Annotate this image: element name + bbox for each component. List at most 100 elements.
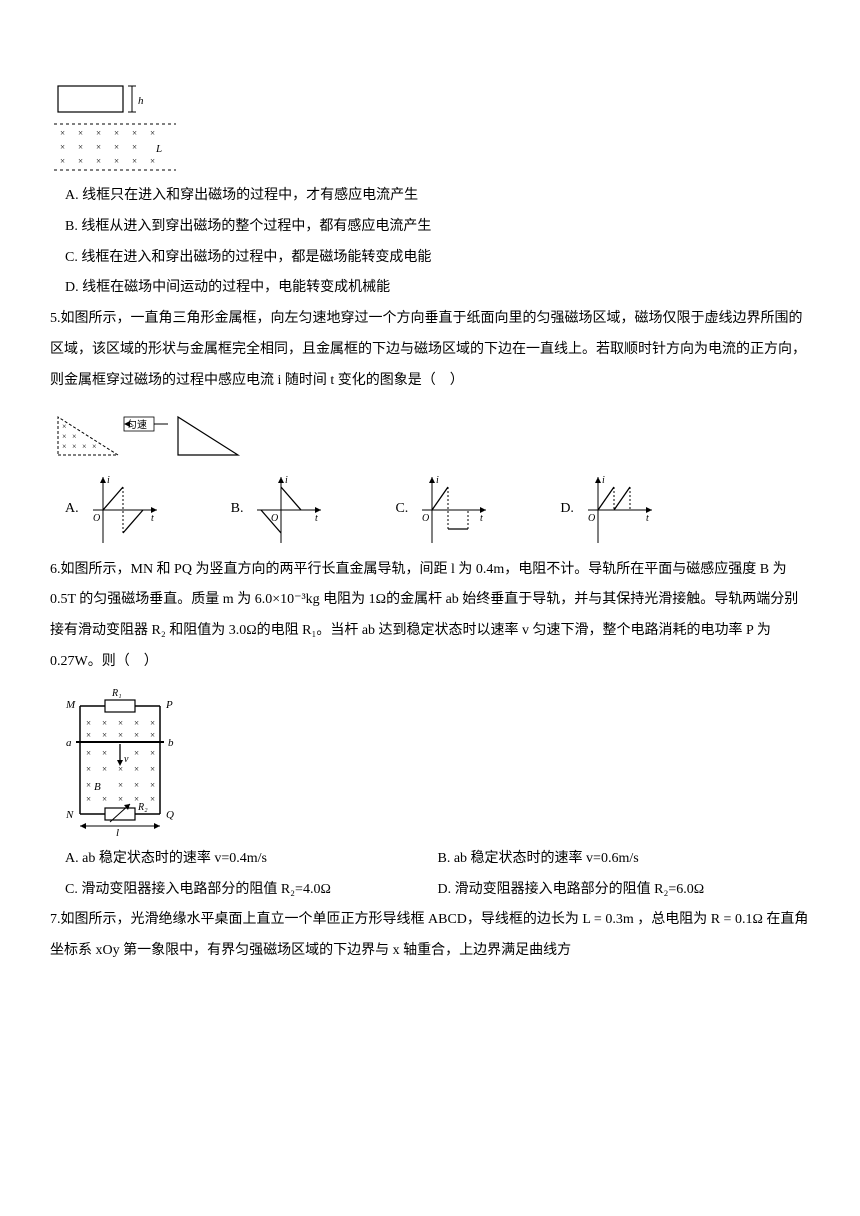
q6-optB: B. ab 稳定状态时的速率 v=0.6m/s (438, 844, 811, 875)
svg-text:O: O (93, 513, 100, 524)
q4-optB: B. 线框从进入到穿出磁场的整个过程中，都有感应电流产生 (50, 212, 810, 243)
h-label: h (138, 95, 144, 107)
svg-text:Q: Q (166, 809, 174, 821)
svg-text:×: × (62, 422, 67, 431)
svg-text:v: v (124, 754, 129, 765)
svg-text:×: × (60, 156, 65, 166)
q6-optA: A. ab 稳定状态时的速率 v=0.4m/s (65, 844, 438, 875)
q5-lblB: B. (231, 494, 244, 525)
q5-figure-svg: × ×× ×××× 匀速 (50, 405, 250, 465)
svg-text:i: i (107, 475, 110, 486)
q4-optD: D. 线框在磁场中间运动的过程中，电能转变成机械能 (50, 273, 810, 304)
q5-lblC: C. (395, 494, 408, 525)
svg-text:×: × (102, 718, 107, 728)
svg-text:×: × (96, 156, 101, 166)
svg-text:×: × (150, 156, 155, 166)
q4-optC: C. 线框在进入和穿出磁场的过程中，都是磁场能转变成电能 (50, 243, 810, 274)
svg-text:×: × (134, 780, 139, 790)
L-label: L (155, 143, 162, 155)
svg-text:i: i (436, 475, 439, 486)
svg-text:×: × (118, 764, 123, 774)
svg-text:×: × (82, 442, 87, 451)
svg-text:O: O (588, 513, 595, 524)
svg-text:×: × (86, 780, 91, 790)
svg-text:a: a (66, 737, 72, 749)
svg-text:×: × (86, 764, 91, 774)
svg-text:N: N (65, 809, 74, 821)
svg-text:×: × (118, 730, 123, 740)
svg-text:×: × (150, 764, 155, 774)
svg-text:×: × (96, 128, 101, 138)
svg-text:×: × (134, 730, 139, 740)
svg-text:×: × (150, 730, 155, 740)
svg-text:×: × (62, 432, 67, 441)
q4-figure: h ×××××× ××××× ×××××× L (50, 78, 810, 173)
svg-text:×: × (150, 718, 155, 728)
q6-figure: R₁ R₂ a b v ××××× ××××× ×××× ××××× ×××× … (50, 686, 810, 836)
svg-text:×: × (102, 794, 107, 804)
svg-text:b: b (168, 737, 174, 749)
svg-text:l: l (116, 827, 119, 836)
svg-text:×: × (72, 432, 77, 441)
svg-text:t: t (646, 513, 649, 524)
q6-optC: C. 滑动变阻器接入电路部分的阻值 R₂=4.0Ω (65, 875, 438, 906)
svg-text:t: t (480, 513, 483, 524)
svg-text:×: × (86, 748, 91, 758)
svg-text:×: × (118, 794, 123, 804)
svg-text:×: × (102, 730, 107, 740)
svg-text:×: × (72, 442, 77, 451)
svg-text:×: × (134, 718, 139, 728)
q6-figure-svg: R₁ R₂ a b v ××××× ××××× ×××× ××××× ×××× … (50, 686, 190, 836)
svg-text:R₁: R₁ (111, 688, 122, 699)
svg-text:×: × (118, 718, 123, 728)
svg-text:i: i (285, 475, 288, 486)
svg-text:×: × (78, 142, 83, 152)
q5-stem: 5.如图所示，一直角三角形金属框，向左匀速地穿过一个方向垂直于纸面向里的匀强磁场… (50, 304, 810, 396)
svg-text:×: × (150, 128, 155, 138)
svg-text:×: × (150, 748, 155, 758)
svg-text:×: × (102, 748, 107, 758)
q5-graphC: i t O (412, 473, 490, 547)
svg-text:M: M (65, 699, 76, 711)
svg-text:×: × (86, 794, 91, 804)
q6-optD: D. 滑动变阻器接入电路部分的阻值 R₂=6.0Ω (438, 875, 811, 906)
q6-options: A. ab 稳定状态时的速率 v=0.4m/s B. ab 稳定状态时的速率 v… (50, 844, 810, 906)
svg-text:×: × (92, 442, 97, 451)
svg-text:×: × (96, 142, 101, 152)
q5-lblD: D. (560, 494, 574, 525)
svg-text:O: O (422, 513, 429, 524)
svg-text:×: × (118, 780, 123, 790)
svg-text:×: × (78, 128, 83, 138)
q5-graphD: i t O (578, 473, 656, 547)
svg-text:×: × (78, 156, 83, 166)
svg-text:×: × (134, 748, 139, 758)
q6-stem: 6.如图所示，MN 和 PQ 为竖直方向的两平行长直金属导轨，间距 l 为 0.… (50, 555, 810, 678)
q7-stem: 7.如图所示，光滑绝缘水平桌面上直立一个单匝正方形导线框 ABCD，导线框的边长… (50, 905, 810, 967)
svg-text:×: × (150, 794, 155, 804)
q5-lblA: A. (65, 494, 79, 525)
svg-text:i: i (602, 475, 605, 486)
svg-text:×: × (132, 142, 137, 152)
svg-text:t: t (315, 513, 318, 524)
svg-text:t: t (151, 513, 154, 524)
svg-text:B: B (94, 781, 101, 793)
svg-text:×: × (150, 780, 155, 790)
svg-text:×: × (134, 764, 139, 774)
q4-figure-svg: h ×××××× ××××× ×××××× L (50, 78, 180, 173)
svg-text:×: × (134, 794, 139, 804)
svg-text:×: × (114, 156, 119, 166)
q5-options: A. i t O B. i t O (50, 473, 810, 547)
svg-text:×: × (60, 128, 65, 138)
svg-text:P: P (165, 699, 173, 711)
q5-graphB: i t O (247, 473, 325, 547)
svg-text:×: × (62, 442, 67, 451)
svg-text:×: × (60, 142, 65, 152)
svg-text:×: × (114, 142, 119, 152)
svg-text:×: × (86, 730, 91, 740)
q5-figure: × ×× ×××× 匀速 (50, 405, 810, 465)
svg-text:×: × (132, 156, 137, 166)
svg-text:×: × (102, 764, 107, 774)
svg-text:×: × (132, 128, 137, 138)
q5-graphA: i t O (83, 473, 161, 547)
svg-text:×: × (86, 718, 91, 728)
